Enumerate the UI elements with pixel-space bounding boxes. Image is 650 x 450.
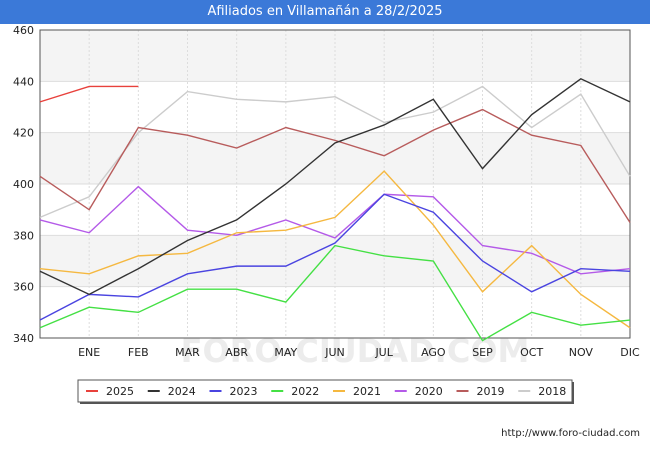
legend-label-2021: 2021 (353, 385, 381, 398)
y-tick-label: 340 (13, 332, 34, 345)
legend-label-2024: 2024 (168, 385, 196, 398)
x-tick-label: JUL (374, 346, 393, 359)
title-bar (0, 0, 650, 24)
legend-label-2022: 2022 (291, 385, 319, 398)
series-line-2020 (39, 185, 631, 275)
x-tick-label: FEB (128, 346, 149, 359)
legend-label-2025: 2025 (106, 385, 134, 398)
x-tick-label: AGO (421, 346, 446, 359)
plot-frame (39, 29, 631, 339)
legend-label-2019: 2019 (477, 385, 505, 398)
legend-box (77, 379, 573, 403)
series-line-2021 (39, 170, 631, 329)
x-tick-label: DIC (620, 346, 640, 359)
y-tick-label: 460 (13, 24, 34, 37)
series-line-2024 (39, 77, 631, 296)
series-line-2018 (39, 85, 631, 219)
series-line-2025 (39, 85, 139, 103)
y-tick-label: 380 (13, 229, 34, 242)
source-url: http://www.foro-ciudad.com (501, 428, 640, 439)
y-tick-label: 360 (13, 281, 34, 294)
series-line-2022 (39, 244, 631, 342)
y-tick-label: 400 (13, 178, 34, 191)
y-tick-label: 420 (13, 127, 34, 140)
y-tick-label: 440 (13, 75, 34, 88)
x-tick-label: MAR (175, 346, 200, 359)
x-tick-label: MAY (274, 346, 297, 359)
x-tick-label: ABR (225, 346, 248, 359)
legend-label-2018: 2018 (538, 385, 566, 398)
x-tick-label: ENE (78, 346, 100, 359)
chart-title: Afiliados en Villamañán a 28/2/2025 (207, 4, 443, 19)
series-line-2023 (39, 193, 631, 321)
x-tick-label: SEP (472, 346, 493, 359)
x-tick-label: NOV (569, 346, 594, 359)
legend-label-2020: 2020 (415, 385, 443, 398)
legend-label-2023: 2023 (230, 385, 258, 398)
series-line-2019 (39, 108, 631, 223)
x-tick-label: OCT (520, 346, 543, 359)
x-tick-label: JUN (324, 346, 345, 359)
